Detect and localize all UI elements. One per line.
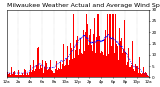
Text: Milwaukee Weather Actual and Average Wind Speed by Minute mph (Last 24 Hours): Milwaukee Weather Actual and Average Win… (7, 3, 160, 8)
